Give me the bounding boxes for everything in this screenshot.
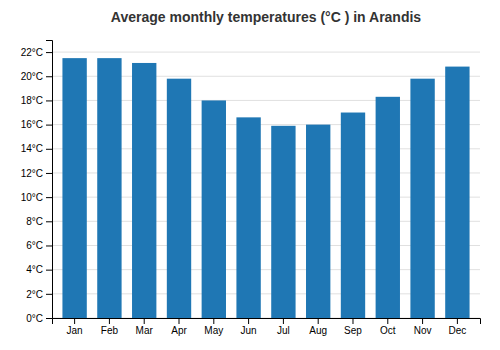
y-tick-mark [46, 221, 52, 222]
y-tick-mark [46, 149, 52, 150]
x-axis-line [53, 319, 481, 325]
x-tick: Jan [67, 318, 83, 336]
bar [306, 125, 330, 318]
x-tick-mark [144, 318, 145, 324]
x-tick: Jun [241, 318, 257, 336]
y-tick-mark [46, 76, 52, 77]
x-tick-mark [213, 318, 214, 324]
bar [410, 79, 434, 318]
y-tick-label: 0°C [26, 313, 43, 324]
grid [52, 52, 480, 318]
y-tick: 16°C [21, 119, 52, 130]
x-tick: Jul [277, 318, 290, 336]
y-tick-mark [46, 52, 52, 53]
x-tick: Apr [171, 318, 187, 336]
x-tick-label: Mar [136, 325, 154, 336]
x-tick: Mar [136, 318, 154, 336]
x-tick: Dec [448, 318, 466, 336]
bar [62, 58, 86, 318]
y-tick: 8°C [26, 216, 52, 227]
x-tick-label: Sep [344, 325, 362, 336]
bar [167, 79, 191, 318]
y-tick-mark [46, 245, 52, 246]
y-axis-line [46, 41, 53, 319]
x-tick-mark [387, 318, 388, 324]
x-tick-mark [248, 318, 249, 324]
x-tick-label: Feb [101, 325, 119, 336]
x-tick-mark [283, 318, 284, 324]
y-tick-mark [46, 294, 52, 295]
x-tick-label: Oct [380, 325, 396, 336]
bar [376, 97, 400, 318]
y-tick-mark [46, 173, 52, 174]
y-tick: 2°C [26, 289, 52, 300]
x-tick-mark [352, 318, 353, 324]
x-tick-mark [74, 318, 75, 324]
y-tick-label: 2°C [26, 289, 43, 300]
y-tick-label: 10°C [21, 192, 43, 203]
title: Average monthly temperatures (°C ) in Ar… [111, 9, 422, 25]
y-tick: 6°C [26, 240, 52, 251]
y-tick: 4°C [26, 264, 52, 275]
x-tick-mark [457, 318, 458, 324]
y-tick: 0°C [26, 313, 52, 324]
x-tick: Nov [414, 318, 432, 336]
y-axis: 0°C 2°C 4°C 6°C 8°C 10°C 12°C 14°C 16°C 18°C 20°C 2… [21, 41, 53, 324]
bar [132, 63, 156, 318]
bar [341, 113, 365, 318]
x-tick-label: Jun [241, 325, 257, 336]
x-tick-label: Jan [67, 325, 83, 336]
bar [202, 100, 226, 318]
bars [62, 58, 469, 318]
x-tick: Feb [101, 318, 119, 336]
bar [236, 117, 260, 318]
y-tick: 14°C [21, 143, 52, 154]
x-tick-label: Dec [448, 325, 466, 336]
y-tick: 22°C [21, 47, 52, 58]
x-tick: Aug [309, 318, 327, 336]
x-tick-mark [179, 318, 180, 324]
x-tick: May [204, 318, 223, 336]
x-tick-mark [109, 318, 110, 324]
bar [445, 67, 469, 318]
x-tick-label: Nov [414, 325, 432, 336]
bar [271, 126, 295, 318]
y-tick-mark [46, 318, 52, 319]
grid-line [52, 52, 480, 53]
y-tick-label: 20°C [21, 71, 43, 82]
y-tick-label: 4°C [26, 264, 43, 275]
x-tick-label: Apr [171, 325, 187, 336]
y-tick-label: 16°C [21, 119, 43, 130]
x-tick-label: May [204, 325, 223, 336]
chart-svg: 0°C 2°C 4°C 6°C 8°C 10°C 12°C 14°C 16°C 18°C 20°C 2… [0, 0, 500, 350]
y-tick-label: 8°C [26, 216, 43, 227]
bar [97, 58, 121, 318]
y-tick-mark [46, 197, 52, 198]
y-tick-label: 14°C [21, 143, 43, 154]
x-tick: Sep [344, 318, 362, 336]
y-tick-mark [46, 125, 52, 126]
y-tick: 10°C [21, 192, 52, 203]
y-tick-mark [46, 270, 52, 271]
y-tick-label: 12°C [21, 168, 43, 179]
plot-area: 0°C 2°C 4°C 6°C 8°C 10°C 12°C 14°C 16°C 18°C 20°C 2… [21, 41, 481, 337]
y-tick-label: 6°C [26, 240, 43, 251]
y-tick: 20°C [21, 71, 52, 82]
x-axis: Jan Feb Mar Apr May Jun Jul Aug Sep Oct Nov Dec [53, 318, 481, 336]
y-tick-label: 22°C [21, 47, 43, 58]
chart-container: 0°C 2°C 4°C 6°C 8°C 10°C 12°C 14°C 16°C 18°C 20°C 2… [0, 0, 500, 350]
y-tick: 18°C [21, 95, 52, 106]
x-tick-label: Aug [309, 325, 327, 336]
x-tick: Oct [380, 318, 396, 336]
y-tick: 12°C [21, 168, 52, 179]
x-tick-label: Jul [277, 325, 290, 336]
x-tick-mark [422, 318, 423, 324]
x-tick-mark [318, 318, 319, 324]
y-tick-mark [46, 100, 52, 101]
y-tick-label: 18°C [21, 95, 43, 106]
